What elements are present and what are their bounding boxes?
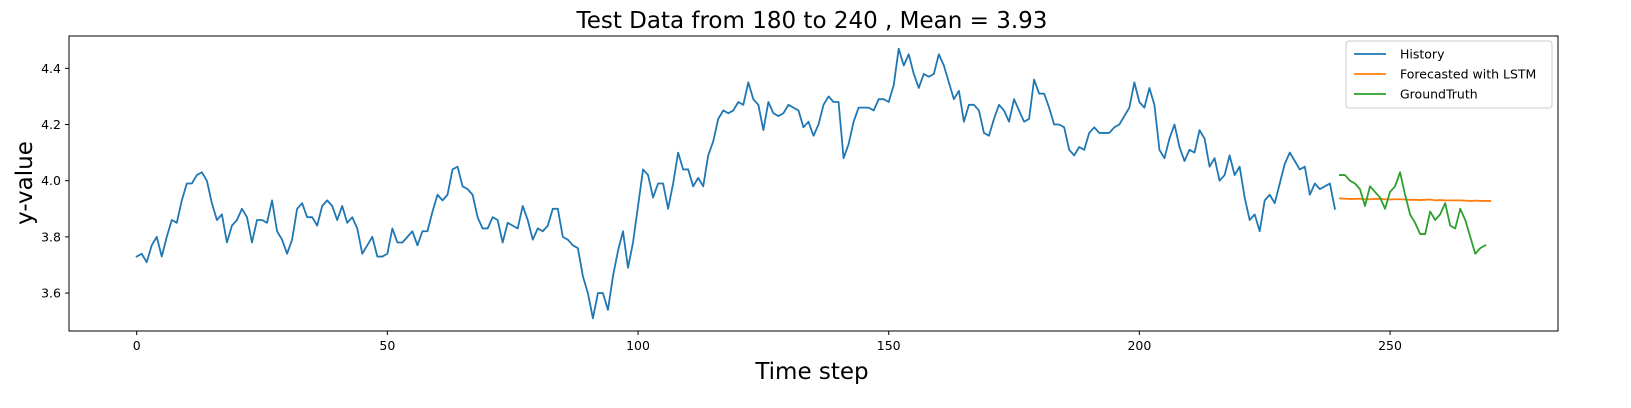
y-tick-label: 3.8 <box>41 229 61 244</box>
x-axis: 0 50 100 150 200 250 <box>133 331 1402 353</box>
series-line-groundtruth <box>1339 171 1487 255</box>
series-layer <box>135 47 1492 320</box>
x-tick-label: 150 <box>877 338 901 353</box>
y-tick-label: 4.4 <box>41 61 61 76</box>
y-tick-label: 3.6 <box>41 286 61 301</box>
legend-label-history: History <box>1400 47 1445 62</box>
x-axis-title: Time step <box>754 359 868 385</box>
legend: History Forecasted with LSTM GroundTruth <box>1345 40 1553 109</box>
series-line-forecasted-with-lstm <box>1338 197 1492 202</box>
x-tick-label: 0 <box>133 338 141 353</box>
x-tick-label: 200 <box>1127 338 1151 353</box>
x-tick-label: 50 <box>379 338 395 353</box>
x-tick-label: 100 <box>626 338 650 353</box>
plot-frame <box>68 35 1559 332</box>
series-line-history <box>135 47 1336 320</box>
x-tick-label: 250 <box>1378 338 1402 353</box>
legend-box <box>1345 40 1553 109</box>
y-tick-label: 4.2 <box>41 117 61 132</box>
chart-title: Test Data from 180 to 240 , Mean = 3.93 <box>576 8 1048 34</box>
y-axis: 3.6 3.8 4.0 4.2 4.4 <box>41 61 69 301</box>
y-axis-title: y-value <box>12 141 38 225</box>
legend-label-groundtruth: GroundTruth <box>1400 87 1478 102</box>
plot-area <box>68 35 1559 332</box>
y-tick-label: 4.0 <box>41 173 61 188</box>
legend-label-forecasted-with-lstm: Forecasted with LSTM <box>1400 67 1536 82</box>
